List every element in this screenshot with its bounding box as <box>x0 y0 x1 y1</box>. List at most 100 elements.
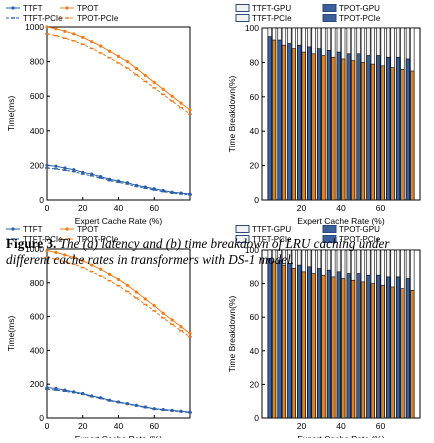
bar-ttft-pcie <box>336 51 341 201</box>
data-point <box>152 80 156 84</box>
data-point <box>81 35 85 39</box>
bar-tpot-pcie <box>321 55 326 201</box>
bar-tpot-pcie <box>390 67 395 201</box>
data-point <box>161 87 165 91</box>
bar-ttft-pcie <box>336 271 341 419</box>
bar-tpot-pcie <box>341 278 346 419</box>
bar-ttft-pcie <box>366 55 371 201</box>
bar-ttft-pcie <box>376 55 381 201</box>
data-point <box>116 277 121 282</box>
data-point <box>107 272 112 276</box>
legend-marker <box>11 6 15 10</box>
bar-ttft-pcie <box>287 263 292 419</box>
y-tick-label: 80 <box>250 57 260 67</box>
data-point <box>72 255 76 260</box>
bar-tpot-pcie <box>301 271 306 419</box>
bar-ttft-pcie <box>386 276 391 419</box>
bar-ttft-pcie <box>267 258 272 419</box>
figure-caption: Figure 3. The (a) latency and (b) time b… <box>6 236 430 268</box>
bar-ttft-pcie <box>297 44 302 201</box>
bar-tpot-pcie <box>331 56 336 201</box>
bar-ttft-pcie <box>376 274 381 419</box>
x-axis-label: Expert Cache Rate (%) <box>75 216 163 226</box>
y-tick-label: 40 <box>250 346 260 356</box>
bar-ttft-pcie <box>366 274 371 419</box>
data-point <box>45 163 49 167</box>
legend-label: TPOT <box>77 225 98 234</box>
y-tick-label: 0 <box>39 413 44 423</box>
x-tick-label: 60 <box>150 421 160 431</box>
bar-panel-top-right: 0 20 40 60 80 100 20 40 60 Expert Cache Rate (%) T… <box>227 4 421 226</box>
y-tick-label: 200 <box>30 160 44 170</box>
plot-frame <box>261 27 421 201</box>
legend-swatch <box>322 14 337 22</box>
data-point <box>63 253 67 257</box>
legend-label: TTFT-PCIe <box>23 235 63 244</box>
bar-tpot-pcie <box>321 274 326 419</box>
data-point <box>54 386 58 391</box>
legend-swatch <box>322 235 337 243</box>
legend-swatch <box>235 14 250 22</box>
data-point <box>54 164 58 168</box>
figure-label: Figure 3. <box>6 236 57 251</box>
data-point <box>54 27 58 31</box>
bar-tpot-pcie <box>380 284 385 419</box>
y-axis-label: Time(ms) <box>6 96 16 132</box>
series-line-tpot-pcie <box>46 256 191 338</box>
plot-frame <box>46 248 191 419</box>
x-axis-label: Expert Cache Rate (%) <box>75 434 163 438</box>
data-point <box>143 297 147 301</box>
x-tick-label: 40 <box>336 421 346 431</box>
x-tick-label: 0 <box>45 421 50 431</box>
bar-ttft-pcie <box>395 56 401 201</box>
legend-swatch <box>235 225 250 233</box>
data-point <box>81 259 85 263</box>
x-tick-label: 40 <box>336 203 346 213</box>
legend-marker <box>65 6 69 10</box>
y-tick-label: 400 <box>30 345 44 355</box>
bar-ttft-pcie <box>326 269 332 419</box>
bar-ttft-pcie <box>356 273 361 419</box>
y-axis-label: Time Breakdown(%) <box>227 295 237 372</box>
bar-tpot-pcie <box>281 264 287 419</box>
y-axis-label: Time Breakdown(%) <box>227 75 237 152</box>
x-tick-label: 60 <box>150 203 160 213</box>
legend-label: TPOT-GPU <box>339 225 380 234</box>
bar-tpot-pcie <box>311 273 316 419</box>
y-tick-label: 40 <box>250 126 260 136</box>
legend-label: TTFT-GPU <box>252 4 291 13</box>
bar-tpot-pcie <box>390 286 395 419</box>
bar-tpot-pcie <box>380 65 385 201</box>
bar-ttft-pcie <box>277 39 282 201</box>
y-tick-label: 60 <box>250 92 260 102</box>
legend-swatch <box>322 4 337 12</box>
y-tick-label: 60 <box>250 312 260 322</box>
y-tick-label: 200 <box>30 379 44 389</box>
legend-label: TPOT-PCIe <box>339 14 381 23</box>
bar-tpot-pcie <box>410 70 415 201</box>
bar-tpot-pcie <box>400 288 405 419</box>
bar-ttft-pcie <box>395 276 401 419</box>
bar-tpot-pcie <box>281 44 287 201</box>
x-tick-label: 60 <box>376 421 386 431</box>
y-tick-label: 0 <box>39 195 44 205</box>
x-tick-label: 20 <box>297 203 307 213</box>
y-tick-label: 20 <box>250 379 260 389</box>
x-tick-label: 60 <box>376 203 386 213</box>
y-tick-label: 600 <box>30 312 44 322</box>
bar-ttft-pcie <box>267 36 272 201</box>
bar-tpot-pcie <box>410 290 415 419</box>
data-point <box>90 263 94 267</box>
bar-tpot-pcie <box>291 48 296 201</box>
bar-tpot-pcie <box>291 268 296 419</box>
bar-ttft-pcie <box>405 58 411 201</box>
bar-panel-bottom-right: 0 20 40 60 80 100 20 40 60 Expert Cache Rate (%) T… <box>227 225 421 443</box>
bar-ttft-pcie <box>405 278 411 419</box>
bar-ttft-pcie <box>297 264 302 419</box>
x-axis-label: Expert Cache Rate (%) <box>297 434 385 438</box>
y-tick-label: 400 <box>30 126 44 136</box>
bar-tpot-pcie <box>400 68 405 201</box>
data-point <box>99 267 103 271</box>
bar-tpot-pcie <box>301 51 306 201</box>
bar-ttft-pcie <box>356 53 361 201</box>
